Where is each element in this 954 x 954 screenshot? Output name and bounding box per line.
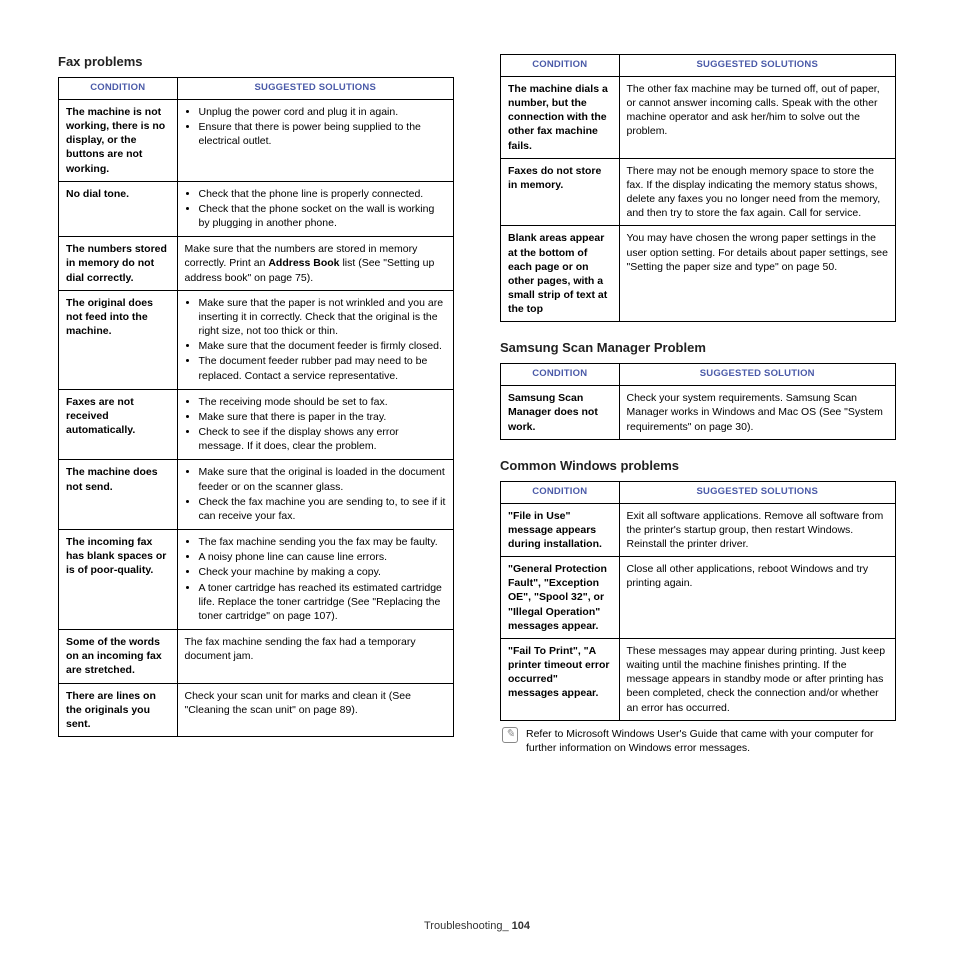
windows-heading: Common Windows problems [500, 458, 896, 473]
solution-item: A noisy phone line can cause line errors… [199, 550, 447, 564]
solution-cell: Exit all software applications. Remove a… [619, 503, 896, 557]
scan-heading: Samsung Scan Manager Problem [500, 340, 896, 355]
solution-cell: The other fax machine may be turned off,… [619, 76, 896, 158]
th-solutions: SUGGESTED SOLUTIONS [619, 481, 896, 503]
condition-cell: The incoming fax has blank spaces or is … [59, 530, 178, 630]
condition-cell: Some of the words on an incoming fax are… [59, 630, 178, 684]
table-row: The machine is not working, there is no … [59, 99, 454, 181]
right-column: CONDITION SUGGESTED SOLUTIONS The machin… [500, 54, 896, 755]
solution-cell: Check your scan unit for marks and clean… [177, 683, 454, 737]
solution-item: Check to see if the display shows any er… [199, 425, 447, 453]
th-condition: CONDITION [501, 481, 620, 503]
windows-note: ✎ Refer to Microsoft Windows User's Guid… [500, 727, 896, 755]
table-row: "General Protection Fault", "Exception O… [501, 557, 896, 639]
solution-cell: Make sure that the original is loaded in… [177, 460, 454, 530]
solution-list: The fax machine sending you the fax may … [185, 535, 447, 623]
condition-cell: "Fail To Print", "A printer timeout erro… [501, 638, 620, 720]
solution-item: Make sure that the paper is not wrinkled… [199, 296, 447, 339]
condition-cell: "General Protection Fault", "Exception O… [501, 557, 620, 639]
solution-item: A toner cartridge has reached its estima… [199, 581, 447, 624]
solution-cell: You may have chosen the wrong paper sett… [619, 226, 896, 322]
scan-tbody: Samsung Scan Manager does not work.Check… [501, 386, 896, 440]
footer-label: Troubleshooting_ [424, 920, 509, 932]
solution-item: The document feeder rubber pad may need … [199, 354, 447, 382]
solution-cell: Unplug the power cord and plug it in aga… [177, 99, 454, 181]
table-row: The incoming fax has blank spaces or is … [59, 530, 454, 630]
fax-table-2: CONDITION SUGGESTED SOLUTIONS The machin… [500, 54, 896, 322]
condition-cell: "File in Use" message appears during ins… [501, 503, 620, 557]
table-row: Faxes are not received automatically.The… [59, 389, 454, 460]
condition-cell: Faxes are not received automatically. [59, 389, 178, 460]
fax2-tbody: The machine dials a number, but the conn… [501, 76, 896, 322]
condition-cell: The machine dials a number, but the conn… [501, 76, 620, 158]
solution-item: The receiving mode should be set to fax. [199, 395, 447, 409]
table-row: The machine dials a number, but the conn… [501, 76, 896, 158]
th-condition: CONDITION [501, 55, 620, 77]
th-solutions: SUGGESTED SOLUTIONS [177, 78, 454, 100]
th-condition: CONDITION [501, 364, 620, 386]
solution-item: Make sure that the document feeder is fi… [199, 339, 447, 353]
solution-item: Make sure that there is paper in the tra… [199, 410, 447, 424]
solution-item: The fax machine sending you the fax may … [199, 535, 447, 549]
solution-item: Check the fax machine you are sending to… [199, 495, 447, 523]
condition-cell: The machine is not working, there is no … [59, 99, 178, 181]
solution-item: Unplug the power cord and plug it in aga… [199, 105, 447, 119]
solution-item: Check that the phone line is properly co… [199, 187, 447, 201]
win-tbody: "File in Use" message appears during ins… [501, 503, 896, 720]
solution-cell: Make sure that the paper is not wrinkled… [177, 290, 454, 389]
fax-heading: Fax problems [58, 54, 454, 69]
condition-cell: Faxes do not store in memory. [501, 158, 620, 226]
solution-item: Check that the phone socket on the wall … [199, 202, 447, 230]
condition-cell: The machine does not send. [59, 460, 178, 530]
solution-cell: Make sure that the numbers are stored in… [177, 237, 454, 291]
solution-list: Check that the phone line is properly co… [185, 187, 447, 231]
left-column: Fax problems CONDITION SUGGESTED SOLUTIO… [58, 54, 454, 755]
solution-item: Check your machine by making a copy. [199, 565, 447, 579]
fax-table: CONDITION SUGGESTED SOLUTIONS The machin… [58, 77, 454, 737]
table-row: "Fail To Print", "A printer timeout erro… [501, 638, 896, 720]
condition-cell: Blank areas appear at the bottom of each… [501, 226, 620, 322]
solution-cell: These messages may appear during printin… [619, 638, 896, 720]
table-row: Faxes do not store in memory.There may n… [501, 158, 896, 226]
note-text: Refer to Microsoft Windows User's Guide … [526, 727, 894, 755]
solution-cell: There may not be enough memory space to … [619, 158, 896, 226]
solution-cell: The fax machine sending you the fax may … [177, 530, 454, 630]
solution-cell: The fax machine sending the fax had a te… [177, 630, 454, 684]
condition-cell: The numbers stored in memory do not dial… [59, 237, 178, 291]
table-row: No dial tone. Check that the phone line i… [59, 181, 454, 237]
condition-cell: There are lines on the originals you sen… [59, 683, 178, 737]
condition-cell: The original does not feed into the mach… [59, 290, 178, 389]
solution-cell: The receiving mode should be set to fax.… [177, 389, 454, 460]
footer-page: 104 [512, 920, 530, 932]
note-icon: ✎ [502, 727, 518, 743]
solution-cell: Check your system requirements. Samsung … [619, 386, 896, 440]
fax-tbody: The machine is not working, there is no … [59, 99, 454, 736]
solution-item: Ensure that there is power being supplie… [199, 120, 447, 148]
table-row: "File in Use" message appears during ins… [501, 503, 896, 557]
page-footer: Troubleshooting_ 104 [0, 920, 954, 932]
th-solutions: SUGGESTED SOLUTIONS [619, 55, 896, 77]
solution-list: Make sure that the original is loaded in… [185, 465, 447, 523]
scan-table: CONDITION SUGGESTED SOLUTION Samsung Sca… [500, 363, 896, 439]
table-row: Some of the words on an incoming fax are… [59, 630, 454, 684]
page-content: Fax problems CONDITION SUGGESTED SOLUTIO… [0, 0, 954, 775]
table-row: There are lines on the originals you sen… [59, 683, 454, 737]
solution-cell: Close all other applications, reboot Win… [619, 557, 896, 639]
table-row: The original does not feed into the mach… [59, 290, 454, 389]
th-condition: CONDITION [59, 78, 178, 100]
solution-list: Unplug the power cord and plug it in aga… [185, 105, 447, 149]
table-row: The numbers stored in memory do not dial… [59, 237, 454, 291]
th-solution: SUGGESTED SOLUTION [619, 364, 896, 386]
table-row: The machine does not send. Make sure that… [59, 460, 454, 530]
solution-item: Make sure that the original is loaded in… [199, 465, 447, 493]
table-row: Samsung Scan Manager does not work.Check… [501, 386, 896, 440]
condition-cell: Samsung Scan Manager does not work. [501, 386, 620, 440]
solution-list: The receiving mode should be set to fax.… [185, 395, 447, 454]
windows-table: CONDITION SUGGESTED SOLUTIONS "File in U… [500, 481, 896, 721]
table-row: Blank areas appear at the bottom of each… [501, 226, 896, 322]
solution-list: Make sure that the paper is not wrinkled… [185, 296, 447, 383]
condition-cell: No dial tone. [59, 181, 178, 237]
solution-cell: Check that the phone line is properly co… [177, 181, 454, 237]
